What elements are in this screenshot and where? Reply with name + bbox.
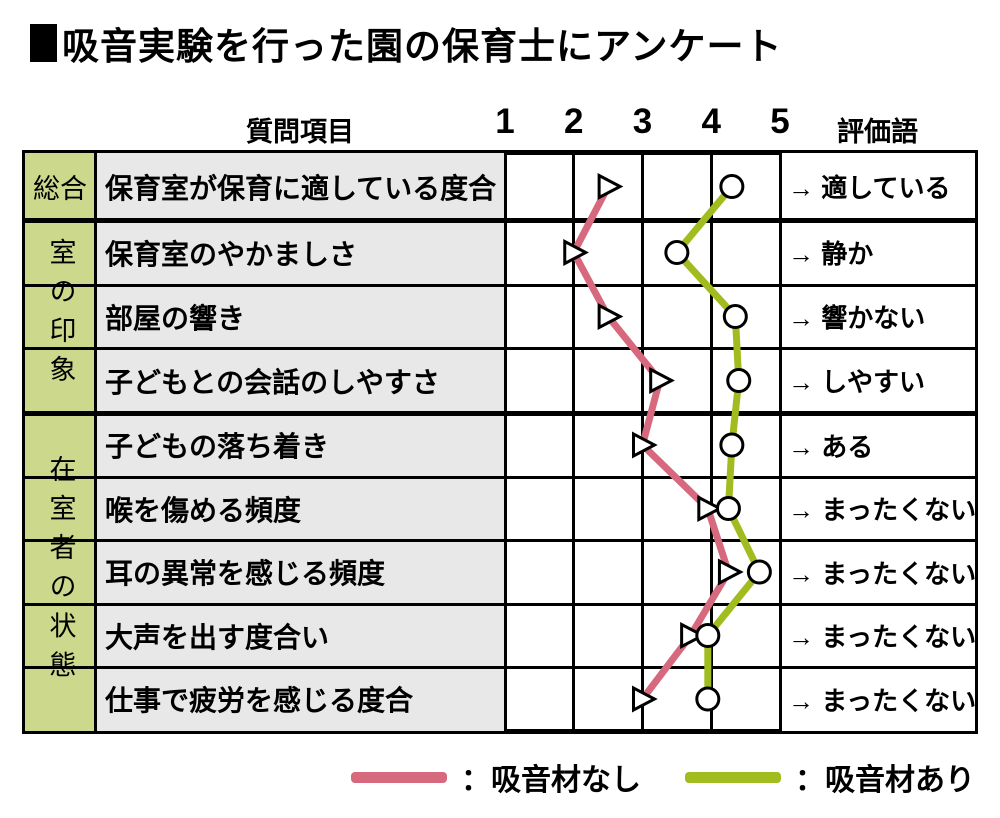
row-separator — [25, 217, 975, 223]
scale-tick: 3 — [613, 102, 673, 142]
question-cell-label: 子どもとの会話のしやすさ — [105, 366, 440, 398]
question-cell: 喉を傷める頻度 — [95, 477, 505, 540]
title-text: 吸音実験を行った園の保育士にアンケート — [62, 26, 783, 67]
eval-cell-label: → ある — [788, 431, 874, 462]
group-cell-label: 在室者の状態 — [45, 454, 76, 690]
column-separator — [503, 153, 507, 731]
no-material-line-swatch — [351, 771, 447, 783]
question-cell: 保育室が保育に適している度合 — [95, 153, 505, 220]
group-cell: 室の印象 — [25, 220, 95, 413]
question-cell-label: 部屋の響き — [105, 302, 246, 334]
scale-tick: 1 — [475, 102, 535, 142]
eval-cell-label: → まったくない — [788, 558, 975, 589]
column-separator — [778, 153, 782, 731]
eval-cell-label: → 適している — [788, 173, 951, 203]
with-material-label: ：吸音材あり — [795, 764, 975, 797]
row-separator — [25, 346, 975, 350]
column-separator — [572, 153, 576, 731]
column-separator — [709, 153, 713, 731]
scale-tick-label: 4 — [701, 102, 721, 141]
row-separator — [25, 283, 975, 287]
column-separator — [641, 153, 644, 731]
eval-cell-label: → しやすい — [788, 367, 925, 397]
no-material-label: ：吸音材なし — [461, 764, 641, 797]
row-separator — [25, 665, 975, 669]
eval-cell-label: → まったくない — [788, 685, 975, 716]
question-cell: 仕事で疲労を感じる度合 — [95, 667, 505, 731]
scale-tick-label: 3 — [632, 102, 653, 141]
question-cell-label: 保育室のやかましさ — [105, 238, 358, 270]
row-separator — [25, 475, 975, 479]
eval-cell: → しやすい — [780, 348, 975, 413]
question-cell-label: 耳の異常を感じる頻度 — [105, 558, 386, 589]
eval-cell-label: → まったくない — [788, 495, 975, 525]
scale-tick-label: 2 — [564, 102, 584, 141]
question-cell: 子どもとの会話のしやすさ — [95, 348, 505, 413]
eval-cell: → まったくない — [780, 540, 975, 604]
eval-cell: → 響かない — [780, 285, 975, 348]
eval-cell: → まったくない — [780, 477, 975, 540]
question-cell: 部屋の響き — [95, 285, 505, 348]
eval-column-header: 評価語 — [837, 117, 918, 147]
row-separator — [25, 538, 975, 542]
question-cell: 耳の異常を感じる頻度 — [95, 540, 505, 604]
group-cell: 総合 — [25, 153, 95, 220]
eval-cell: → まったくない — [780, 667, 975, 731]
eval-cell-label: → 静か — [788, 239, 874, 269]
eval-cell: → 適している — [780, 153, 975, 220]
question-cell-label: 喉を傷める頻度 — [105, 494, 302, 526]
scale-tick: 2 — [544, 102, 604, 142]
question-cell: 保育室のやかましさ — [95, 220, 505, 285]
group-cell-label: 総合 — [33, 174, 87, 204]
eval-cell-label: → まったくない — [788, 622, 975, 652]
question-cell: 大声を出す度合い — [95, 604, 505, 667]
legend: ：吸音材なし ：吸音材あり — [351, 755, 975, 799]
group-cell: 在室者の状態 — [25, 413, 95, 731]
question-cell-label: 子どもの落ち着き — [105, 431, 330, 462]
column-separator — [93, 153, 97, 731]
title-square-icon — [30, 24, 57, 62]
survey-table-frame — [22, 150, 978, 734]
eval-cell: → 静か — [780, 220, 975, 285]
eval-cell: → ある — [780, 413, 975, 477]
with-material-line-swatch — [685, 771, 781, 783]
page-title: 吸音実験を行った園の保育士にアンケート — [30, 16, 783, 70]
question-cell-label: 保育室が保育に適している度合 — [105, 172, 497, 204]
question-cell-label: 仕事で疲労を感じる度合 — [105, 685, 414, 716]
row-separator — [25, 602, 975, 606]
question-cell: 子どもの落ち着き — [95, 413, 505, 477]
group-cell-label: 室の印象 — [45, 238, 76, 395]
scale-tick: 5 — [750, 102, 810, 142]
eval-cell: → まったくない — [780, 604, 975, 667]
eval-cell-label: → 響かない — [788, 303, 926, 333]
scale-tick: 4 — [681, 102, 741, 142]
row-separator — [25, 410, 975, 416]
question-cell-label: 大声を出す度合い — [105, 621, 330, 653]
scale-tick-label: 1 — [495, 102, 515, 141]
question-column-header: 質問項目 — [246, 117, 354, 147]
scale-tick-label: 5 — [770, 102, 790, 141]
